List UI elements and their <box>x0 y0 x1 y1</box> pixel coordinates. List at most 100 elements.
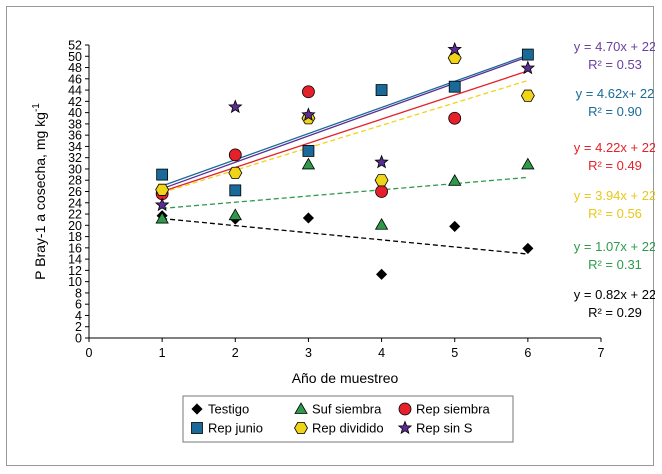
r-squared-label: R² = 0.31 <box>588 257 642 272</box>
y-tick-label: 40 <box>68 106 82 120</box>
square-marker <box>302 145 315 157</box>
star-marker <box>301 107 316 122</box>
y-tick-label: 42 <box>68 95 82 109</box>
y-axis-label-main: P Bray-1 a cosecha, mg kg <box>32 112 48 280</box>
square-marker <box>156 168 169 181</box>
axes: 0246810121416182022242628303234363840424… <box>68 39 604 361</box>
equation-label: y = 3.94x + 22 <box>574 188 655 203</box>
star-marker <box>520 60 536 75</box>
diamond-marker <box>191 403 203 415</box>
y-tick-label: 24 <box>68 196 82 210</box>
circle-marker <box>375 185 388 198</box>
star-marker <box>228 99 243 114</box>
star-marker <box>374 154 389 169</box>
y-tick-label: 32 <box>68 151 82 165</box>
r-squared-label: R² = 0.53 <box>588 57 642 72</box>
diamond-marker <box>376 268 388 280</box>
hexagon-marker <box>294 421 308 435</box>
r-squared-label: R² = 0.49 <box>588 158 642 173</box>
legend: Testigo Suf siembra Rep siembra Rep junio Re… <box>182 395 514 443</box>
y-axis-label: P Bray-1 a cosecha, mg kg-1 <box>31 103 48 280</box>
trend-line <box>161 79 529 194</box>
hexagon-marker <box>228 166 243 179</box>
y-tick-label: 20 <box>68 219 82 233</box>
x-tick-label: 5 <box>451 346 458 360</box>
legend-entry-label: Rep dividido <box>312 421 384 436</box>
trend-line <box>161 70 529 193</box>
chart-frame: 0 2 4 6 8 10 12 14 16 18 20 22 24 26 28 30 32 34 36 38 40 42 4… <box>6 6 655 466</box>
y-tick-label: 34 <box>68 140 82 154</box>
trend-line <box>161 56 529 190</box>
y-tick-label: 36 <box>68 129 82 143</box>
equation-label: y = 1.07x + 22 <box>574 239 655 254</box>
y-tick-label: 4 <box>75 309 82 323</box>
y-tick-label: 2 <box>75 320 82 334</box>
x-tick-label: 1 <box>159 346 166 360</box>
circle-marker <box>398 402 412 416</box>
equation-labels: y = 4.70x + 22 R² = 0.53 y = 4.62x+ 22 R² =… <box>574 39 655 320</box>
triangle-marker <box>374 217 389 230</box>
y-tick-label: 48 <box>68 61 82 75</box>
scatter-chart: 0246810121416182022242628303234363840424… <box>31 39 655 443</box>
legend-entry-label: Rep sin S <box>416 421 473 436</box>
square-marker <box>375 84 388 96</box>
r-squared-label: R² = 0.29 <box>588 305 642 320</box>
legend-box <box>182 395 514 443</box>
triangle-marker <box>294 402 308 414</box>
x-tick-label: 3 <box>305 346 312 360</box>
y-tick-label: 12 <box>68 264 82 278</box>
y-tick-label: 38 <box>68 117 82 131</box>
y-tick-label: 16 <box>68 241 82 255</box>
equation-label: y = 4.70x + 22 <box>574 39 655 54</box>
legend-entry-label: Rep junio <box>208 421 263 436</box>
hexagon-marker <box>520 89 535 102</box>
equation-label: y = 0.82x + 22 <box>574 287 655 302</box>
hexagon-marker <box>447 51 462 64</box>
y-tick-label: 50 <box>68 50 82 64</box>
trend-lines <box>161 54 529 255</box>
hexagon-marker <box>155 183 170 196</box>
square-marker <box>521 48 534 61</box>
triangle-marker <box>521 157 535 170</box>
y-axis-label-superscript: -1 <box>31 103 42 112</box>
diamond-marker <box>302 212 314 224</box>
circle-marker <box>228 148 242 162</box>
y-tick-label: 52 <box>68 39 82 53</box>
star-marker <box>447 41 462 56</box>
y-tick-label: 10 <box>68 275 82 289</box>
circle-marker <box>302 85 315 99</box>
triangle-marker <box>228 208 242 221</box>
hexagon-marker <box>374 174 389 187</box>
legend-entry-label: Suf siembra <box>312 402 382 417</box>
triangle-marker <box>301 157 316 170</box>
circle-marker <box>448 111 462 125</box>
diamond-marker <box>522 242 534 254</box>
star-marker <box>154 197 170 212</box>
y-tick-label: 46 <box>68 72 82 86</box>
triangle-marker <box>155 211 169 224</box>
square-marker <box>191 422 203 434</box>
y-tick-label: 28 <box>68 174 82 188</box>
trend-line <box>162 176 528 210</box>
square-marker <box>448 80 461 93</box>
x-tick-label: 7 <box>598 346 605 360</box>
y-tick-label: 30 <box>68 162 82 176</box>
y-tick-label: 14 <box>68 253 82 267</box>
x-tick-label: 0 <box>86 346 93 360</box>
diamond-marker <box>449 220 461 233</box>
star-marker <box>397 420 413 435</box>
x-tick-label: 6 <box>524 346 531 360</box>
y-tick-label: 0 <box>75 332 82 346</box>
square-marker <box>229 184 242 197</box>
y-tick-label: 26 <box>68 185 82 199</box>
legend-entry-label: Rep siembra <box>416 402 490 417</box>
y-tick-label: 6 <box>75 298 82 312</box>
r-squared-label: R² = 0.90 <box>588 104 642 119</box>
x-tick-label: 4 <box>378 346 385 360</box>
y-tick-label: 22 <box>68 208 82 222</box>
x-axis-label: Año de muestreo <box>292 370 399 386</box>
y-tick-label: 18 <box>68 230 82 244</box>
triangle-marker <box>448 173 462 186</box>
x-tick-label: 2 <box>232 346 239 360</box>
legend-entry-label: Testigo <box>208 402 249 417</box>
